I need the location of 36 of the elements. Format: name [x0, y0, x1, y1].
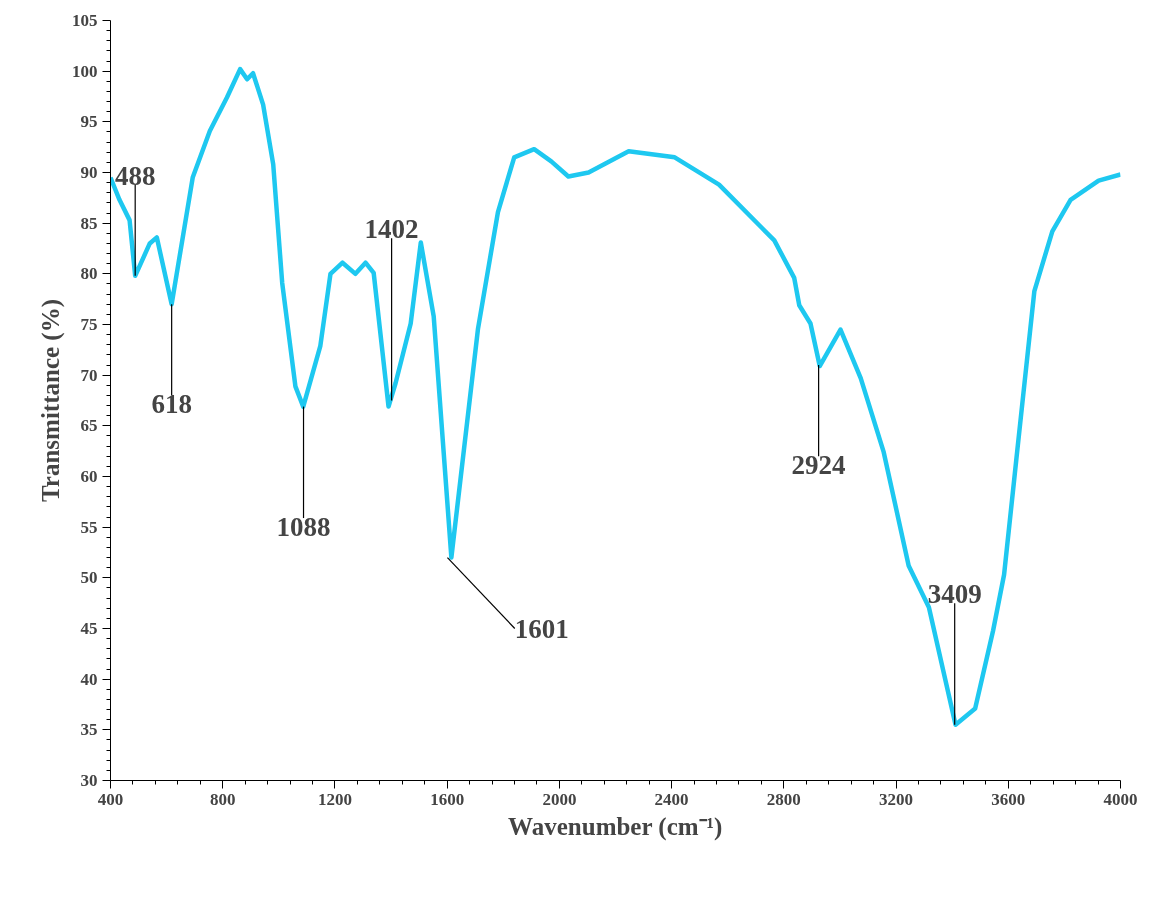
- y-tick-label: 40: [80, 669, 98, 689]
- x-tick-label: 4000: [1103, 789, 1138, 809]
- y-tick-label: 45: [80, 619, 98, 638]
- y-tick-label: 65: [80, 416, 98, 436]
- annotation: 1601: [514, 613, 569, 644]
- x-tick-label: 3600: [991, 789, 1026, 809]
- y-tick-label: 105: [72, 11, 98, 30]
- x-tick-label: 2400: [654, 789, 689, 809]
- x-tick-label: 2800: [766, 789, 801, 809]
- y-tick-label: 100: [72, 61, 98, 81]
- annotation: 2924: [791, 450, 846, 481]
- y-tick-label: 90: [80, 163, 98, 182]
- x-tick-label: 1600: [430, 789, 465, 809]
- y-tick-label: 75: [80, 315, 98, 334]
- line-series: [110, 66, 1121, 728]
- x-tick-label: 800: [209, 789, 236, 809]
- x-tick-label: 1200: [317, 789, 352, 809]
- x-axis-title: Wavenumber (cm⁻¹): [508, 812, 723, 841]
- y-tick-label: 80: [80, 264, 98, 284]
- y-axis-title: Transmittance (%): [37, 299, 65, 502]
- annotation: 1088: [276, 512, 331, 543]
- y-tick-label: 50: [80, 568, 98, 588]
- x-tick-label: 400: [97, 789, 124, 809]
- y-tick-label: 95: [80, 112, 98, 132]
- y-tick-label: 55: [80, 517, 98, 537]
- y-tick-label: 30: [80, 771, 98, 790]
- y-tick-label: 70: [80, 365, 98, 385]
- annotation: 488: [114, 160, 156, 191]
- y-tick-label: 60: [80, 467, 98, 486]
- y-tick-label: 85: [80, 213, 98, 233]
- annotation: 618: [151, 389, 192, 420]
- annotation: 3409: [927, 579, 982, 610]
- y-tick-label: 35: [80, 720, 98, 740]
- annotation: 1402: [364, 214, 419, 245]
- x-tick-label: 3200: [879, 789, 914, 809]
- x-tick-label: 2000: [542, 789, 577, 809]
